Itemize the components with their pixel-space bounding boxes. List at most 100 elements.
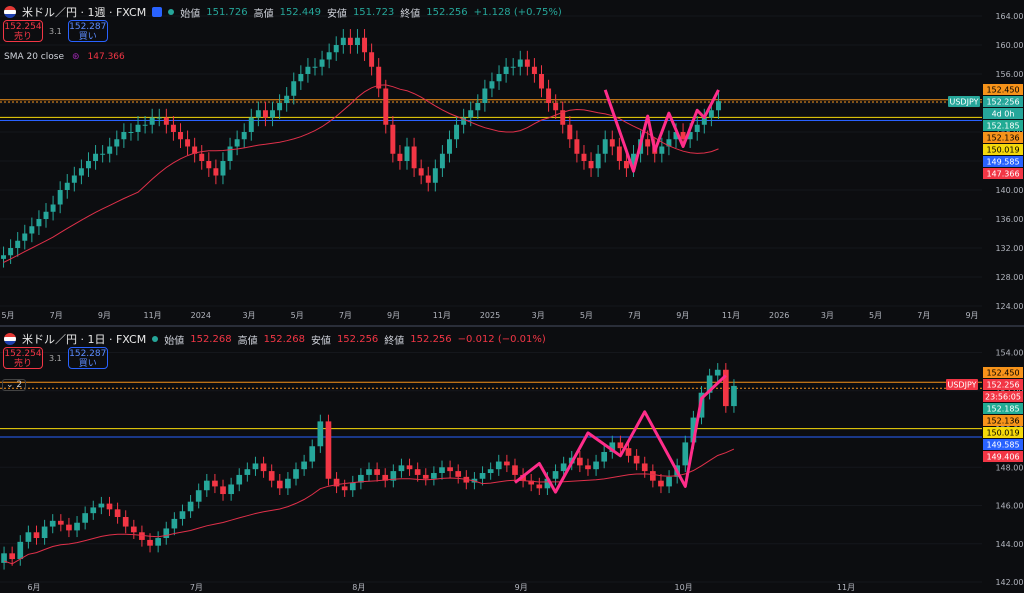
indicator-collapse-button[interactable]: ⌄ 2 <box>2 379 27 391</box>
y-axis-tick-label: 132.000 <box>995 244 1024 253</box>
candle-body <box>468 110 474 118</box>
candle-body <box>276 480 283 489</box>
candle-body <box>86 161 91 169</box>
market-open-dot-icon <box>152 336 159 342</box>
x-axis-tick-label: 2024 <box>191 311 211 320</box>
candle-body <box>447 467 453 472</box>
price-tag-bg <box>983 108 1023 119</box>
change-value: −0.012 (−0.01%) <box>457 333 546 345</box>
tradingview-logo-icon <box>152 7 163 17</box>
daily-chart-canvas[interactable]: 154.000152.000150.000148.000146.000144.0… <box>0 327 1024 593</box>
candle-body <box>234 139 240 147</box>
candle-body <box>312 66 318 68</box>
candle-body <box>404 146 410 161</box>
sell-button[interactable]: 152.254 売り <box>3 347 43 369</box>
candle-body <box>528 480 535 485</box>
price-tag-label: 152.136 <box>986 417 1019 426</box>
buy-button[interactable]: 152.287 買い <box>67 347 108 369</box>
buy-button[interactable]: 152.287 買い <box>67 20 108 42</box>
candle-body <box>43 211 49 219</box>
high-label: 高値 <box>253 8 274 20</box>
candle-body <box>1 255 7 259</box>
candle-body <box>715 101 721 111</box>
candle-body <box>431 473 437 479</box>
price-tag-label: 149.585 <box>986 441 1019 450</box>
candle-body <box>411 146 417 169</box>
candle-body <box>585 465 591 470</box>
candle-body <box>495 461 502 470</box>
candle-body <box>333 478 340 487</box>
candle-body <box>155 538 161 546</box>
candle-body <box>432 168 438 183</box>
x-axis-tick-label: 9月 <box>387 311 400 320</box>
sell-price: 152.254 <box>4 22 42 32</box>
candle-body <box>33 532 40 539</box>
price-tag-label: 147.366 <box>986 170 1019 179</box>
candle-body <box>362 37 368 53</box>
candle-body <box>560 463 567 472</box>
candle-body <box>100 153 106 155</box>
candle-body <box>706 375 713 393</box>
x-axis-tick-label: 3月 <box>242 311 255 320</box>
x-axis-tick-label: 11月 <box>837 583 855 592</box>
symbol-title[interactable]: 米ドル／円 · 1週 · FXCM <box>22 6 147 19</box>
candle-body <box>536 484 543 489</box>
close-label: 終値 <box>400 8 421 20</box>
candle-body <box>212 480 218 487</box>
candle-body <box>319 59 325 67</box>
weekly-chart-canvas[interactable]: 164.000160.000156.000152.000148.000144.0… <box>0 0 1024 326</box>
zigzag-drawing <box>514 374 727 494</box>
spread-value: 3.1 <box>49 26 62 36</box>
candle-body <box>383 88 389 125</box>
symbol-title[interactable]: 米ドル／円 · 1日 · FXCM <box>22 333 147 346</box>
zigzag-drawing <box>603 89 720 173</box>
y-axis-tick-label: 160.000 <box>995 41 1024 50</box>
candle-body <box>593 461 599 470</box>
x-axis-tick-label: 9月 <box>965 311 978 320</box>
y-axis-tick-label: 128.000 <box>995 273 1024 282</box>
candle-body <box>277 103 283 111</box>
candle-body <box>609 139 615 147</box>
candle-body <box>544 478 551 489</box>
price-tag-label: 149.406 <box>986 453 1019 462</box>
pane-divider[interactable] <box>0 325 1024 327</box>
candle-body <box>397 153 403 161</box>
candle-body <box>482 88 488 103</box>
price-tag-bg <box>983 96 1023 107</box>
candle-body <box>185 139 191 147</box>
candle-body <box>17 541 24 560</box>
candle-body <box>195 490 202 502</box>
sell-price: 152.254 <box>4 349 42 359</box>
sma-indicator-legend[interactable]: SMA 20 close ⊛ 147.366 <box>4 52 125 62</box>
x-axis-tick-label: 3月 <box>821 311 834 320</box>
open-label: 始値 <box>164 335 185 347</box>
price-tag-bg <box>983 168 1023 179</box>
daily-chart-pane[interactable]: 154.000152.000150.000148.000146.000144.0… <box>0 327 1024 593</box>
price-tag-label: 152.136 <box>986 134 1019 143</box>
candle-body <box>326 52 332 60</box>
symbol-price-tag: USDJPY <box>946 379 978 390</box>
candle-body <box>227 146 233 161</box>
x-axis-tick-label: 6月 <box>27 583 40 592</box>
candle-body <box>641 463 648 472</box>
weekly-chart-pane[interactable]: 164.000160.000156.000152.000148.000144.0… <box>0 0 1024 326</box>
sma-settings-icon[interactable]: ⊛ <box>72 52 80 62</box>
candle-body <box>581 153 587 161</box>
candle-body <box>149 117 155 125</box>
price-tag-bg <box>983 427 1023 438</box>
candle-body <box>22 233 28 241</box>
candle-body <box>461 117 467 125</box>
candle-body <box>285 478 291 489</box>
price-tag-label: 152.450 <box>986 369 1019 378</box>
candle-body <box>147 539 153 546</box>
candle-body <box>262 110 268 118</box>
candle-body <box>623 161 629 169</box>
candle-body <box>121 132 127 140</box>
candle-body <box>107 146 113 154</box>
candle-body <box>631 153 636 169</box>
candle-body <box>553 103 559 111</box>
candle-body <box>66 524 72 531</box>
y-axis-tick-label: 146.000 <box>995 502 1024 511</box>
sell-button[interactable]: 152.254 売り <box>3 20 43 42</box>
us-jp-flag-icon <box>4 6 16 18</box>
